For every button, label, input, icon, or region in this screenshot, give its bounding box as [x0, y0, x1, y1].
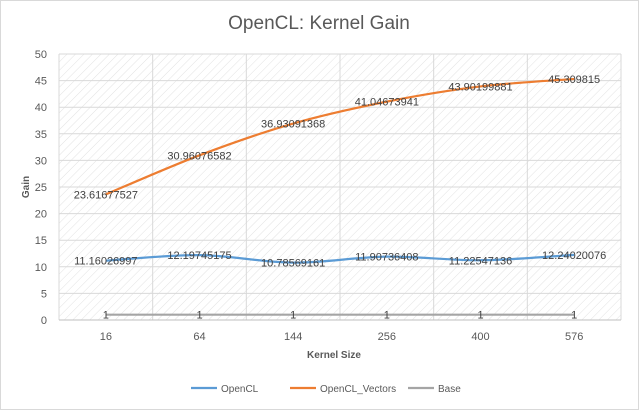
data-labels: 11.16026997 12.19745175 10.78569161 11.9073…: [74, 74, 607, 322]
x-axis-ticks: 16 64 144 256 400 576: [100, 331, 584, 343]
y-tick-label: 30: [35, 155, 47, 167]
data-label: 1: [103, 310, 109, 322]
gridlines: [58, 53, 622, 321]
data-label: 1: [571, 310, 577, 322]
series-line-opencl: [105, 253, 575, 264]
x-axis-title: Kernel Size: [307, 350, 361, 361]
data-label: 23.61677527: [74, 189, 138, 201]
x-tick-label: 64: [193, 331, 205, 343]
data-label: 45.309815: [548, 74, 600, 86]
y-axis-ticks: 0 5 10 15 20 25 30 35 40 45 50: [35, 49, 47, 327]
y-tick-label: 35: [35, 129, 47, 141]
legend-label: OpenCL: [221, 384, 259, 395]
series-line-opencl-vectors: [105, 77, 575, 196]
data-label: 12.19745175: [167, 250, 231, 262]
y-tick-label: 25: [35, 182, 47, 194]
legend: OpenCL OpenCL_Vectors Base: [191, 384, 461, 395]
y-tick-label: 20: [35, 209, 47, 221]
y-tick-label: 40: [35, 102, 47, 114]
data-label: 11.22547136: [449, 255, 512, 267]
data-label: 30.96076582: [167, 150, 231, 162]
data-label: 1: [384, 310, 390, 322]
data-label: 11.90736408: [355, 252, 418, 264]
legend-label: Base: [438, 384, 461, 395]
data-label: 43.90199881: [448, 81, 512, 93]
y-tick-label: 15: [35, 235, 47, 247]
data-label: 10.78569161: [261, 258, 325, 270]
y-tick-label: 45: [35, 76, 47, 88]
y-axis-title: Gain: [21, 176, 32, 198]
x-tick-label: 400: [471, 331, 489, 343]
legend-label: OpenCL_Vectors: [320, 384, 396, 395]
data-label: 12.24020076: [542, 250, 606, 262]
data-label: 36.93091368: [261, 119, 325, 131]
data-label: 11.16026997: [74, 256, 137, 268]
y-tick-label: 50: [35, 49, 47, 61]
y-tick-label: 5: [41, 288, 47, 300]
x-tick-label: 16: [100, 331, 112, 343]
data-label: 1: [290, 310, 296, 322]
x-tick-label: 256: [378, 331, 396, 343]
data-label: 1: [477, 310, 483, 322]
x-tick-label: 144: [284, 331, 302, 343]
data-label: 1: [196, 310, 202, 322]
y-tick-label: 10: [35, 262, 47, 274]
series-lines: [105, 77, 575, 316]
x-tick-label: 576: [565, 331, 583, 343]
y-tick-label: 0: [41, 315, 47, 327]
chart-title: OpenCL: Kernel Gain: [228, 13, 410, 34]
data-label: 41.04673941: [355, 97, 419, 109]
